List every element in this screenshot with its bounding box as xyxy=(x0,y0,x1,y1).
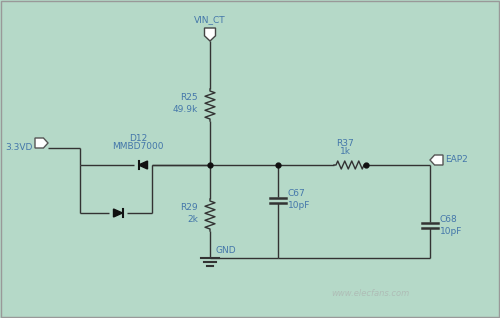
Text: EAP2: EAP2 xyxy=(445,156,468,164)
Text: MMBD7000: MMBD7000 xyxy=(112,142,164,151)
Text: 49.9k: 49.9k xyxy=(173,106,198,114)
Text: 10pF: 10pF xyxy=(288,202,310,211)
Polygon shape xyxy=(430,155,443,165)
Text: D12: D12 xyxy=(129,134,147,143)
Polygon shape xyxy=(204,28,216,41)
Text: www.elecfans.com: www.elecfans.com xyxy=(331,288,409,298)
Polygon shape xyxy=(35,138,48,148)
Text: 1k: 1k xyxy=(340,147,350,156)
Polygon shape xyxy=(138,161,147,169)
Text: VIN_CT: VIN_CT xyxy=(194,15,226,24)
Text: C68: C68 xyxy=(440,215,458,224)
Text: 10pF: 10pF xyxy=(440,226,462,236)
Text: R37: R37 xyxy=(336,139,354,148)
Text: R29: R29 xyxy=(180,204,198,212)
Text: 2k: 2k xyxy=(187,216,198,225)
Text: GND: GND xyxy=(215,246,236,255)
Text: R25: R25 xyxy=(180,93,198,102)
Polygon shape xyxy=(114,209,122,217)
Text: 3.3VD: 3.3VD xyxy=(6,143,33,153)
Text: C67: C67 xyxy=(288,190,306,198)
